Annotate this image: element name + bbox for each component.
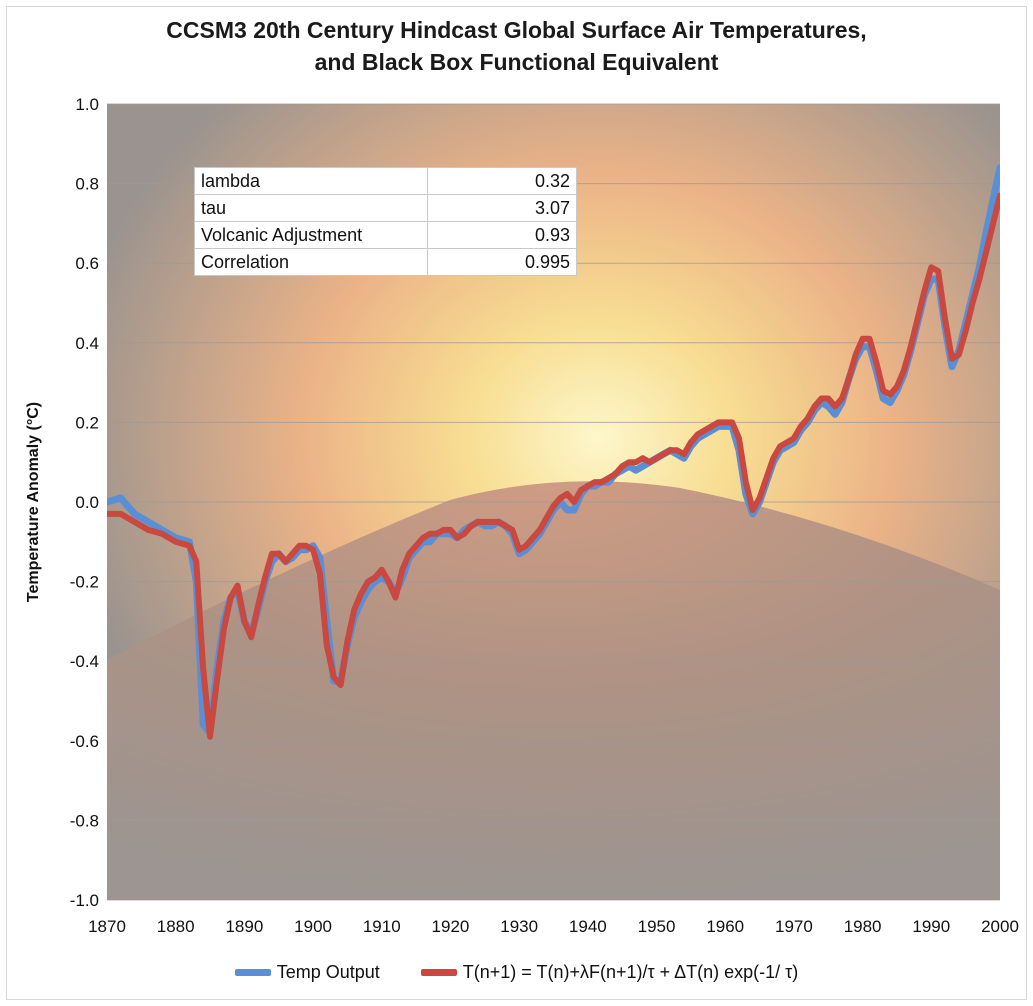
y-tick-label: -1.0: [70, 891, 99, 910]
parameter-value: 0.93: [427, 221, 577, 249]
x-tick-label: 1950: [638, 917, 676, 936]
x-tick-label: 1960: [706, 917, 744, 936]
series-line-black-box: [107, 192, 1000, 740]
x-tick-label: 1920: [432, 917, 470, 936]
legend-item-temp-output: Temp Output: [234, 962, 380, 983]
parameter-row: Volcanic Adjustment 0.93: [194, 221, 577, 249]
legend-label: T(n+1) = T(n)+λF(n+1)/τ + ΔT(n) exp(-1/ …: [462, 962, 799, 982]
parameter-label: tau: [194, 194, 428, 222]
x-tick-label: 1910: [363, 917, 401, 936]
x-tick-label: 1880: [157, 917, 195, 936]
parameter-table: lambda 0.32 tau 3.07 Volcanic Adjustment…: [194, 167, 577, 276]
x-axis-ticks: 1870 1880 1890 1900 1910 1920 1930 1940 1950 1960…: [88, 917, 1019, 936]
x-tick-label: 2000: [981, 917, 1019, 936]
x-tick-label: 1940: [569, 917, 607, 936]
x-tick-label: 1970: [775, 917, 813, 936]
y-axis-ticks: 1.0 0.8 0.6 0.4 0.2 0.0 -0.2 -0.4 -0.6 -0.8 -1.0: [70, 95, 99, 910]
y-tick-label: 0.8: [75, 175, 99, 194]
y-tick-label: 0.6: [75, 254, 99, 273]
x-tick-label: 1870: [88, 917, 126, 936]
y-tick-label: -0.4: [70, 652, 99, 671]
parameter-value: 0.32: [427, 167, 577, 195]
legend-label: Temp Output: [276, 962, 380, 982]
parameter-label: Volcanic Adjustment: [194, 221, 428, 249]
parameter-row: Correlation 0.995: [194, 248, 577, 276]
parameter-row: lambda 0.32: [194, 167, 577, 195]
y-tick-label: -0.6: [70, 732, 99, 751]
y-tick-label: -0.2: [70, 573, 99, 592]
parameter-label: lambda: [194, 167, 428, 195]
parameter-value: 3.07: [427, 194, 577, 222]
y-tick-label: 1.0: [75, 95, 99, 114]
legend-swatch: [420, 969, 457, 976]
x-tick-label: 1980: [844, 917, 882, 936]
chart-title-line2: and Black Box Functional Equivalent: [314, 49, 719, 75]
legend-item-black-box: T(n+1) = T(n)+λF(n+1)/τ + ΔT(n) exp(-1/ …: [420, 962, 799, 983]
x-tick-label: 1930: [500, 917, 538, 936]
chart-title: CCSM3 20th Century Hindcast Global Surfa…: [0, 14, 1033, 78]
x-tick-label: 1990: [912, 917, 950, 936]
y-tick-label: -0.8: [70, 811, 99, 830]
y-tick-label: 0.4: [75, 334, 99, 353]
y-tick-label: 0.0: [75, 493, 99, 512]
y-axis-label: Temperature Anomaly (°C): [25, 402, 42, 602]
y-tick-label: 0.2: [75, 413, 99, 432]
series-group: [107, 164, 1000, 740]
x-tick-label: 1900: [294, 917, 332, 936]
chart-legend: Temp Output T(n+1) = T(n)+λF(n+1)/τ + ΔT…: [0, 960, 1033, 983]
parameter-row: tau 3.07: [194, 194, 577, 222]
legend-swatch: [234, 969, 271, 976]
chart-title-line1: CCSM3 20th Century Hindcast Global Surfa…: [166, 17, 867, 43]
x-tick-label: 1890: [225, 917, 263, 936]
parameter-value: 0.995: [427, 248, 577, 276]
parameter-label: Correlation: [194, 248, 428, 276]
